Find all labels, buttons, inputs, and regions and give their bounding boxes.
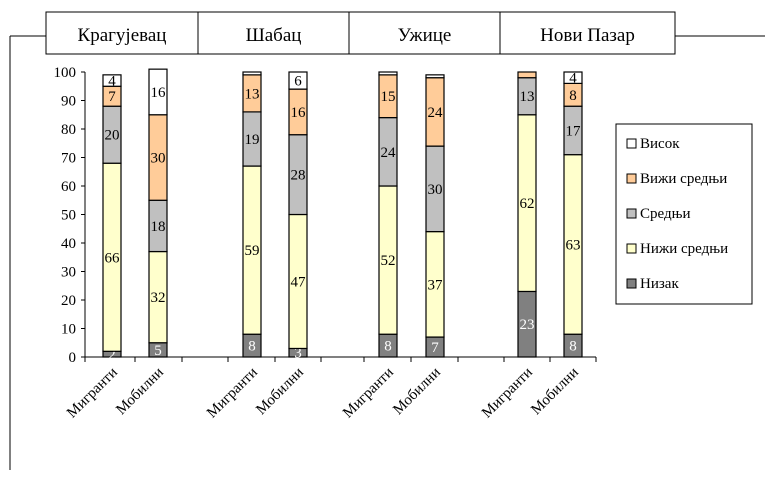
legend-label: Средњи	[640, 206, 690, 222]
bar-segment	[102, 74, 122, 87]
data-label: 6	[294, 74, 302, 90]
group-label: Ужице	[398, 25, 452, 46]
legend-label: Низак	[640, 276, 679, 292]
legend-label: Висок	[640, 136, 680, 152]
data-label: 59	[245, 243, 260, 259]
data-label: 17	[566, 123, 582, 139]
data-label: 62	[520, 196, 535, 212]
data-label: 16	[291, 105, 307, 121]
legend-label: Вижи средњи	[640, 171, 727, 187]
x-tick-label: Мобилни	[253, 365, 307, 419]
bar-segment	[148, 68, 168, 116]
y-tick-label: 60	[61, 179, 76, 195]
x-tick-label: Мобилни	[390, 365, 444, 419]
bar-segment	[242, 71, 262, 76]
data-label: 7	[431, 340, 439, 356]
data-label: 24	[381, 145, 397, 161]
group-label: Крагујевац	[78, 25, 167, 46]
y-tick-label: 80	[61, 122, 76, 138]
data-label: 15	[381, 89, 396, 105]
group-header-cell	[348, 11, 501, 55]
data-label: 20	[105, 128, 120, 144]
bar-segment	[425, 74, 445, 79]
data-label: 24	[428, 105, 444, 121]
group-label: Шабац	[246, 25, 302, 46]
y-tick-label: 0	[69, 350, 77, 366]
group-header-cell	[197, 11, 350, 55]
x-tick-label: Мигранти	[340, 365, 397, 422]
group-label: Нови Пазар	[540, 25, 635, 46]
group-header-cell	[499, 11, 676, 55]
data-label: 63	[566, 237, 581, 253]
data-label: 8	[384, 339, 392, 355]
y-tick-label: 20	[61, 293, 76, 309]
data-label: 28	[291, 168, 306, 184]
data-label: 23	[520, 317, 535, 333]
data-label: 66	[105, 250, 121, 266]
legend-box	[615, 123, 753, 305]
bars: 2662074532183016859191334728166852241573…	[102, 68, 583, 363]
data-label: 18	[151, 219, 166, 235]
y-tick-label: 90	[61, 94, 76, 110]
data-label: 52	[381, 253, 396, 269]
data-label: 30	[151, 151, 166, 167]
data-label: 13	[245, 86, 260, 102]
legend-swatch	[626, 208, 637, 219]
legend-swatch	[626, 243, 637, 254]
x-tick-label: Мобилни	[113, 365, 167, 419]
legend-swatch	[626, 173, 637, 184]
x-tick-label: Мобилни	[528, 365, 582, 419]
data-label: 13	[520, 89, 535, 105]
data-label: 47	[291, 274, 307, 290]
data-label: 5	[154, 343, 162, 359]
y-tick-label: 100	[54, 65, 77, 81]
data-label: 37	[428, 277, 444, 293]
y-tick-label: 70	[61, 151, 76, 167]
bar-segment	[563, 71, 583, 84]
bar-segment	[378, 71, 398, 76]
data-label: 16	[151, 85, 167, 101]
data-label: 7	[108, 89, 116, 105]
chart-frame	[9, 35, 765, 470]
data-label: 30	[428, 182, 443, 198]
x-tick-label: Мигранти	[64, 365, 121, 422]
y-tick-label: 50	[61, 208, 76, 224]
x-tick-label: Мигранти	[479, 365, 536, 422]
data-label: 19	[245, 132, 260, 148]
legend-swatch	[626, 278, 637, 289]
data-label: 32	[151, 290, 166, 306]
data-label: 8	[569, 339, 577, 355]
y-tick-label: 40	[61, 236, 76, 252]
legend-swatch	[626, 138, 637, 149]
data-label: 8	[569, 88, 577, 104]
data-label: 2	[108, 347, 116, 363]
axes: 0 10 20 30 40 50 60 70 80 90 100	[54, 65, 597, 366]
legend: Висок Вижи средњи Средњи Нижи средњи Низак	[615, 123, 753, 305]
data-label: 4	[569, 71, 577, 87]
group-header: Крагујевац Шабац Ужице Нови Пазар	[45, 11, 676, 55]
legend-label: Нижи средњи	[640, 241, 728, 257]
bar-segment	[517, 71, 537, 79]
bar-segment	[288, 71, 308, 90]
data-label: 4	[108, 74, 116, 90]
x-tick-label: Мигранти	[204, 365, 261, 422]
data-label: 3	[294, 346, 302, 362]
y-tick-label: 30	[61, 265, 76, 281]
data-label: 8	[248, 339, 256, 355]
y-tick-label: 10	[61, 322, 76, 338]
group-header-cell	[45, 11, 199, 55]
